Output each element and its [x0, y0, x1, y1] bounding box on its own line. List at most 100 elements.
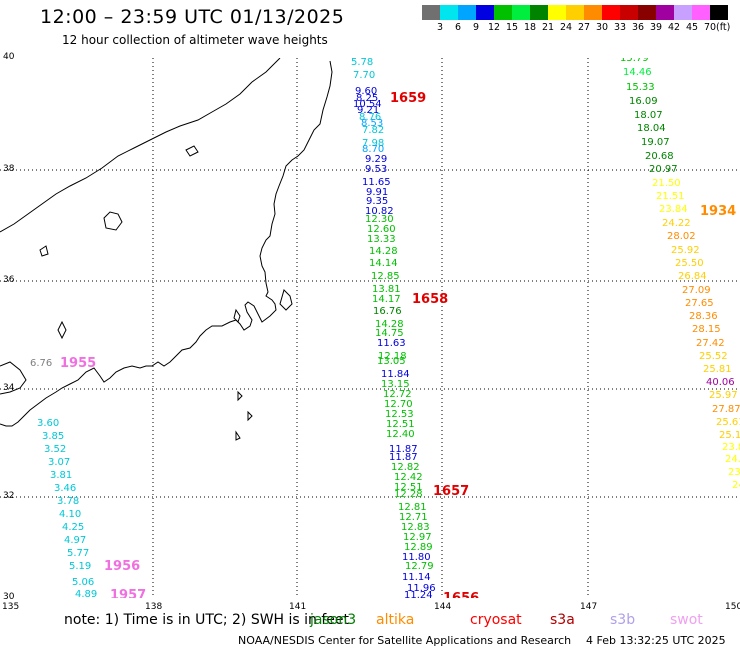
izu-island-2 — [247, 410, 253, 422]
legend-swatch-11 — [620, 5, 638, 20]
wave-height-label: 12.42 — [394, 472, 423, 483]
legend-label-12: 39 — [650, 22, 663, 33]
lat-label: 36 — [3, 275, 15, 285]
pass-time-label: 1656 — [443, 591, 479, 598]
wave-height-label: 24.22 — [662, 218, 691, 229]
wave-height-label: 9.29 — [365, 154, 387, 165]
wave-height-label: 3.46 — [54, 483, 76, 494]
wave-height-label: 14.17 — [372, 294, 401, 305]
satellite-jason3: jason3 — [310, 612, 357, 628]
wave-height-label: 12.81 — [398, 502, 427, 513]
wave-height-label: 4.97 — [64, 535, 86, 546]
wave-height-label: 25.81 — [703, 364, 732, 375]
credit-line: NOAA/NESDIS Center for Satellite Applica… — [238, 634, 572, 647]
wave-height-label: 25.61 — [716, 417, 740, 428]
wave-height-label: 18.07 — [634, 110, 663, 121]
wave-height-label: 8.25 — [356, 93, 378, 104]
legend-swatch-3 — [476, 5, 494, 20]
wave-height-label: 5.06 — [72, 577, 94, 588]
japan-coastline — [0, 58, 333, 441]
legend-swatch-7 — [548, 5, 566, 20]
wave-height-label: 7.70 — [353, 70, 375, 81]
wave-height-label: 10.54 — [353, 99, 382, 110]
wave-height-label: 18.04 — [637, 123, 666, 134]
pass-time-label: 1956 — [104, 559, 140, 574]
wave-height-label: 13.05 — [377, 356, 406, 367]
wave-height-label: 23.8 — [722, 442, 740, 453]
track-jason3-1656: 1656 — [443, 591, 479, 598]
wave-height-label: 15.33 — [626, 82, 655, 93]
legend-label-1: 6 — [455, 22, 462, 33]
wave-height-label: 12.97 — [403, 532, 432, 543]
wave-height-label: 23.6 — [728, 467, 740, 478]
wave-height-label: 7.82 — [362, 125, 384, 136]
legend-label-0: 3 — [437, 22, 444, 33]
wave-height-label: 3.78 — [57, 496, 79, 507]
oki-island — [39, 245, 49, 257]
wave-height-label: 6.76 — [30, 358, 52, 369]
legend-swatch-5 — [512, 5, 530, 20]
wave-height-label: 9.21 — [357, 105, 379, 116]
legend-label-11: 36 — [632, 22, 645, 33]
wave-height-label: 3.60 — [37, 418, 59, 429]
japan-sea-coastline — [0, 58, 281, 233]
legend-label-3: 12 — [488, 22, 501, 33]
noto-peninsula — [103, 211, 123, 231]
legend-label-9: 30 — [596, 22, 609, 33]
wave-height-label: 3.52 — [44, 444, 66, 455]
legend-label-6: 21 — [542, 22, 555, 33]
wave-height-label: 11.80 — [402, 552, 431, 563]
wave-height-label: 25.97 — [709, 390, 738, 401]
wave-height-label: 12.79 — [405, 561, 434, 572]
lon-label: 138 — [145, 602, 163, 612]
wave-height-label: 21.50 — [652, 178, 681, 189]
legend-swatch-1 — [440, 5, 458, 20]
wave-height-label: 12.18 — [378, 351, 407, 362]
lon-label: 150 — [725, 602, 740, 612]
satellite-cryosat: cryosat — [470, 612, 522, 628]
wave-height-label: 24 — [732, 480, 740, 491]
lat-label: 32 — [3, 491, 15, 501]
wave-height-label: 4.89 — [75, 589, 97, 598]
wave-height-label: 12.82 — [391, 462, 420, 473]
legend-swatch-2 — [458, 5, 476, 20]
wave-height-label: 14.46 — [623, 67, 652, 78]
lat-label: 40 — [3, 52, 15, 62]
wave-height-label: 13.81 — [372, 284, 401, 295]
wave-height-label: 8.76 — [359, 112, 381, 123]
lon-label: 147 — [580, 602, 598, 612]
wave-height-label: 12.70 — [384, 399, 413, 410]
legend-label-8: 27 — [578, 22, 591, 33]
wave-height-label: 16.09 — [629, 96, 658, 107]
wave-height-label: 12.28 — [394, 489, 423, 500]
wave-height-label: 28.15 — [692, 324, 721, 335]
track-altika-1934: 15.79 14.46 15.33 16.09 18.07 18.04 19.07 20.68… — [620, 58, 740, 491]
legend-swatch-15 — [692, 5, 710, 20]
wave-height-label: 4.25 — [62, 522, 84, 533]
wave-height-label: 12.85 — [371, 271, 400, 282]
shikoku — [0, 361, 27, 395]
wave-height-label: 13.33 — [367, 234, 396, 245]
wave-height-label: 15.79 — [620, 58, 649, 64]
page-title: 12:00 – 23:59 UTC 01/13/2025 — [40, 6, 345, 28]
pass-time-label: 1657 — [433, 484, 469, 499]
wave-height-label: 24.5 — [725, 454, 740, 465]
lat-label: 38 — [3, 164, 15, 174]
legend-label-16: (ft) — [716, 22, 731, 33]
lat-label: 30 — [3, 592, 15, 602]
legend-label-10: 33 — [614, 22, 627, 33]
wave-height-label: 12.40 — [386, 429, 415, 440]
wave-height-label: 12.51 — [386, 419, 415, 430]
lon-label: 135 — [2, 602, 20, 612]
wave-height-label: 11.84 — [381, 369, 410, 380]
wave-height-label: 3.85 — [42, 431, 64, 442]
wave-height-label: 27.65 — [685, 298, 714, 309]
boso-peninsula — [279, 289, 293, 311]
page-subtitle: 12 hour collection of altimeter wave hei… — [62, 33, 328, 47]
wave-height-label: 40.06 — [706, 377, 735, 388]
wave-height-label: 25.92 — [671, 245, 700, 256]
wave-height-label: 28.36 — [689, 311, 718, 322]
